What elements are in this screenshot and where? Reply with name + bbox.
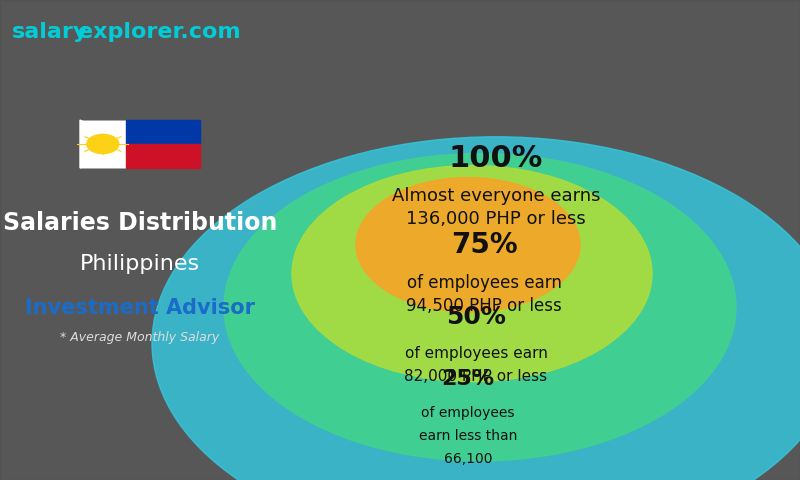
Text: 50%: 50% <box>446 305 506 329</box>
Text: 25%: 25% <box>442 369 494 389</box>
Text: 100%: 100% <box>449 144 543 173</box>
Text: Salaries Distribution: Salaries Distribution <box>3 211 277 235</box>
Circle shape <box>292 166 652 382</box>
Text: Almost everyone earns: Almost everyone earns <box>392 187 600 205</box>
Circle shape <box>152 137 800 480</box>
Bar <box>126 144 200 168</box>
Text: * Average Monthly Salary: * Average Monthly Salary <box>60 331 220 344</box>
Polygon shape <box>80 120 126 168</box>
Text: of employees earn: of employees earn <box>406 274 562 291</box>
Text: salary: salary <box>12 22 88 42</box>
Text: earn less than: earn less than <box>419 429 517 443</box>
Text: of employees earn: of employees earn <box>405 346 547 360</box>
Circle shape <box>356 178 580 312</box>
Text: explorer.com: explorer.com <box>78 22 240 42</box>
Circle shape <box>86 134 118 154</box>
Text: of employees: of employees <box>422 406 514 420</box>
Text: 82,000 PHP or less: 82,000 PHP or less <box>405 369 547 384</box>
Text: 75%: 75% <box>450 231 518 259</box>
Text: 66,100: 66,100 <box>444 452 492 466</box>
Bar <box>126 120 200 144</box>
FancyBboxPatch shape <box>80 120 200 168</box>
Text: 94,500 PHP or less: 94,500 PHP or less <box>406 297 562 315</box>
Text: 136,000 PHP or less: 136,000 PHP or less <box>406 210 586 228</box>
Text: Philippines: Philippines <box>80 254 200 275</box>
Text: Investment Advisor: Investment Advisor <box>25 298 255 318</box>
Circle shape <box>224 154 736 461</box>
